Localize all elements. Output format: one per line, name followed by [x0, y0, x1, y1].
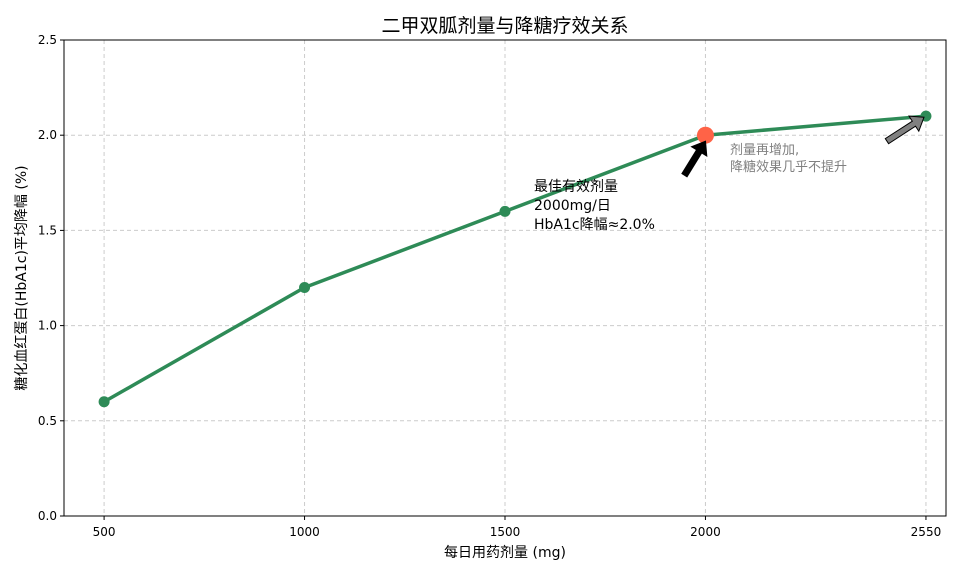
grid [64, 39, 946, 517]
highlight-point [696, 126, 714, 144]
annotation-text: 最佳有效剂量 2000mg/日 HbA1c降幅≈2.0% [534, 179, 655, 233]
chart-title: 二甲双胍剂量与降糖疗效关系 [381, 15, 628, 37]
annotations: 最佳有效剂量 2000mg/日 HbA1c降幅≈2.0% 剂量再增加,降糖效果几乎不提… [534, 115, 925, 233]
annotation-arrow [681, 140, 708, 178]
x-axis: 500 1000 1500 2000 2550 [93, 516, 942, 539]
y-axis-title: 糖化血红蛋白(HbA1c)平均降幅 (%) [14, 165, 30, 390]
series [98, 110, 932, 408]
series-line [103, 114, 927, 404]
x-tick-label: 2550 [911, 525, 942, 539]
annotation-line: 2000mg/日 [534, 198, 611, 214]
y-tick-label: 1.5 [38, 223, 57, 237]
annotation-line: 最佳有效剂量 [534, 179, 618, 195]
y-tick-label: 0.5 [38, 414, 57, 428]
x-tick-label: 2000 [690, 525, 721, 539]
y-axis: 0.0 0.5 1.0 1.5 2.0 2.5 [38, 33, 64, 523]
x-tick-label: 1000 [289, 525, 320, 539]
data-point [98, 396, 110, 408]
y-tick-label: 2.0 [38, 128, 57, 142]
annotation-line: 剂量再增加, [730, 143, 799, 158]
data-point [299, 282, 311, 294]
x-tick-label: 1500 [490, 525, 521, 539]
y-tick-label: 2.5 [38, 33, 57, 47]
annotation-text: 剂量再增加,降糖效果几乎不提升 [730, 143, 847, 175]
y-tick-label: 0.0 [38, 509, 57, 523]
annotation-arrow [884, 115, 925, 145]
x-tick-label: 500 [93, 525, 116, 539]
annotation-line: 降糖效果几乎不提升 [730, 159, 847, 175]
x-axis-title: 每日用药剂量 (mg) [444, 545, 566, 561]
annotation-line: HbA1c降幅≈2.0% [534, 217, 655, 233]
data-point [499, 205, 511, 217]
y-tick-label: 1.0 [38, 319, 57, 333]
